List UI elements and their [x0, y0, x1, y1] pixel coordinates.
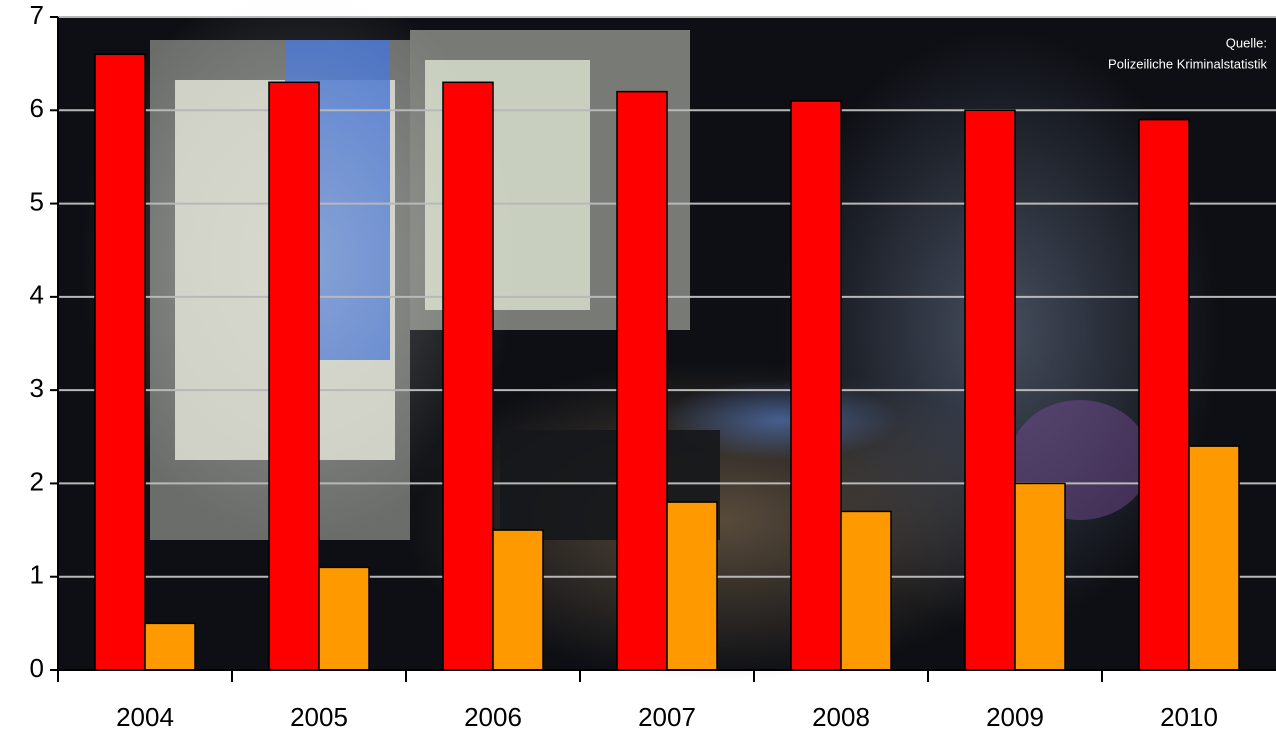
- y-tick-label: 0: [30, 653, 44, 683]
- y-tick-label: 2: [30, 466, 44, 496]
- x-tick-label: 2007: [638, 702, 696, 732]
- bar: [617, 92, 667, 670]
- x-tick-label: 2010: [1160, 702, 1218, 732]
- source-text: Polizeiliche Kriminalstatistik: [1108, 56, 1267, 71]
- x-tick-label: 2004: [116, 702, 174, 732]
- bar: [319, 567, 369, 670]
- bar: [841, 511, 891, 670]
- bar: [1139, 120, 1189, 670]
- bar: [269, 82, 319, 670]
- bar: [443, 82, 493, 670]
- x-tick-label: 2005: [290, 702, 348, 732]
- bar: [965, 110, 1015, 670]
- y-tick-label: 1: [30, 560, 44, 590]
- bar: [493, 530, 543, 670]
- bar: [791, 101, 841, 670]
- x-tick-label: 2009: [986, 702, 1044, 732]
- y-tick-label: 4: [30, 280, 44, 310]
- source-label: Quelle:: [1226, 35, 1267, 50]
- x-tick-label: 2006: [464, 702, 522, 732]
- chart: Quelle: Polizeiliche Kriminalstatistik 0…: [0, 0, 1276, 734]
- bar: [145, 623, 195, 670]
- y-tick-label: 3: [30, 373, 44, 403]
- bar: [667, 502, 717, 670]
- y-tick-label: 7: [30, 0, 44, 30]
- y-tick-label: 6: [30, 93, 44, 123]
- bar: [1015, 483, 1065, 670]
- bar: [95, 54, 145, 670]
- bar: [1189, 446, 1239, 670]
- y-tick-label: 5: [30, 186, 44, 216]
- x-tick-label: 2008: [812, 702, 870, 732]
